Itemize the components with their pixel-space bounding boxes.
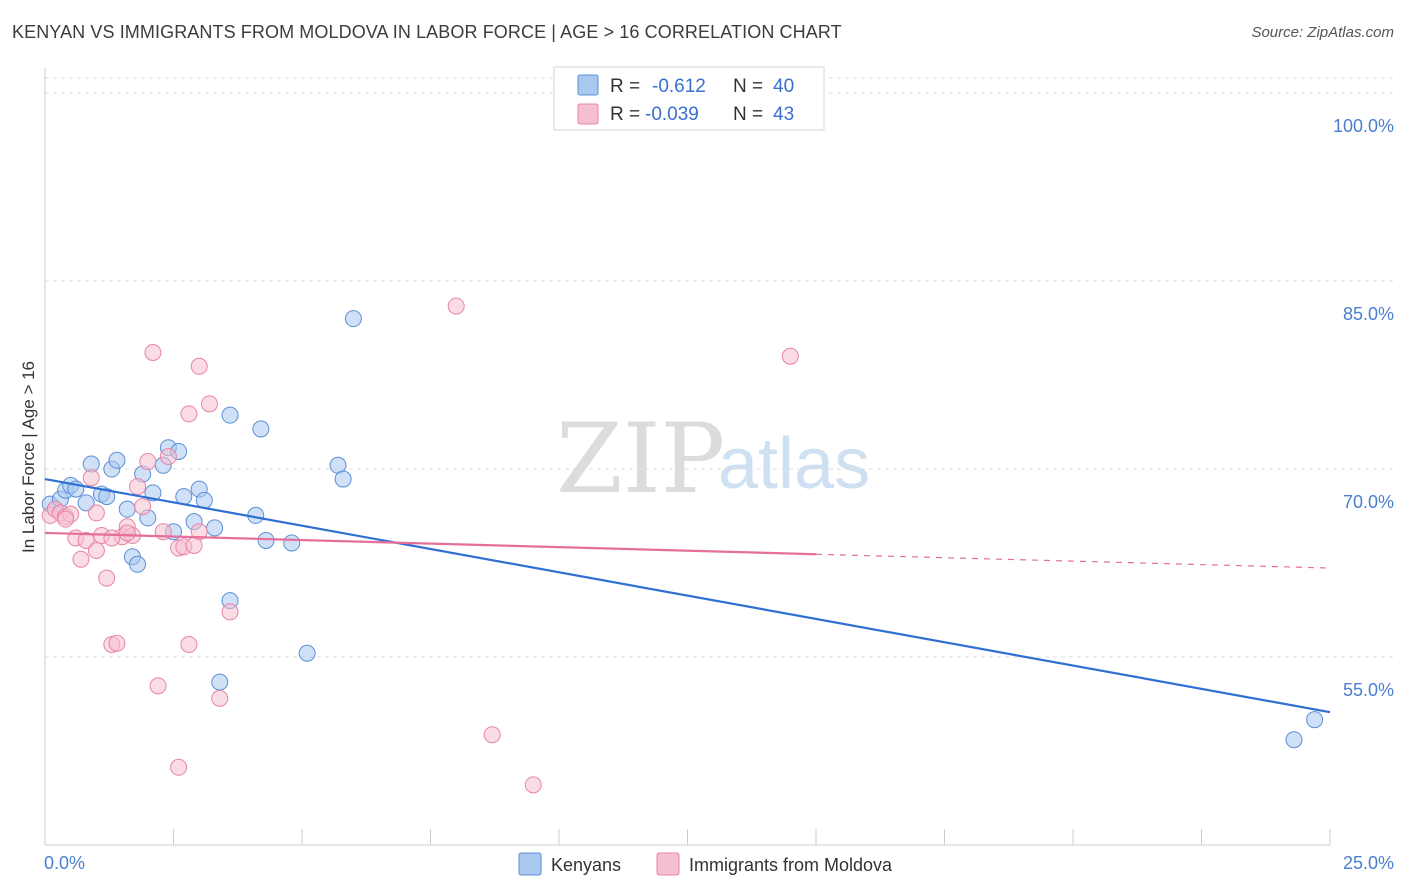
y-tick-label: 70.0% <box>1343 492 1394 512</box>
moldova-point <box>170 758 188 776</box>
gridlines <box>45 77 1394 658</box>
moldova-point <box>57 510 75 528</box>
trend-lines <box>44 477 1331 714</box>
x-tick-label-max: 25.0% <box>1343 853 1394 873</box>
moldova-point <box>87 541 105 559</box>
legend-n-label-2: N = <box>733 104 763 125</box>
moldova-point <box>221 603 239 621</box>
kenyans-point <box>129 555 147 573</box>
moldova-point <box>129 478 147 496</box>
kenyans-point <box>257 531 275 549</box>
moldova-point <box>82 469 100 487</box>
x-tick-label-min: 0.0% <box>44 853 85 873</box>
kenyans-point <box>221 406 239 424</box>
moldova-point <box>185 536 203 554</box>
kenyans-point <box>211 673 229 691</box>
kenyans-point <box>344 310 362 328</box>
moldova-point <box>447 297 465 315</box>
legend-r-value-1: -0.612 <box>652 76 706 97</box>
moldova-point <box>139 453 157 471</box>
kenyans-point <box>77 494 95 512</box>
legend-swatch-kenyans <box>577 74 599 96</box>
watermark-zip: ZIP <box>556 403 725 515</box>
series-swatch-kenyans <box>518 852 542 876</box>
moldova-point <box>524 776 542 794</box>
legend-r-label-2: R = <box>610 104 640 125</box>
moldova-point <box>211 689 229 707</box>
chart-title: KENYAN VS IMMIGRANTS FROM MOLDOVA IN LAB… <box>12 22 842 42</box>
watermark: ZIP atlas <box>556 403 870 515</box>
moldova-point <box>134 498 152 516</box>
data-points <box>41 297 1324 794</box>
y-tick-labels: 55.0% 70.0% 85.0% 100.0% <box>1333 116 1394 700</box>
x-tick-marks <box>173 829 1331 845</box>
moldova-point <box>180 635 198 653</box>
legend-swatch-moldova <box>577 103 599 125</box>
moldova-point <box>144 343 162 361</box>
legend-n-value-1: 40 <box>773 76 794 97</box>
series-label-kenyans: Kenyans <box>551 855 621 875</box>
kenyans-point <box>98 488 116 506</box>
legend-n-label-1: N = <box>733 76 763 97</box>
moldova-point <box>118 524 136 542</box>
y-tick-label: 55.0% <box>1343 680 1394 700</box>
stats-legend-box <box>553 66 825 131</box>
legend-n-value-2: 43 <box>773 104 794 125</box>
kenyans-point <box>298 644 316 662</box>
kenyans-point <box>283 534 301 552</box>
moldova-point <box>190 357 208 375</box>
moldova-trend-line-extension <box>815 553 1331 569</box>
moldova-point <box>72 550 90 568</box>
kenyans-point <box>108 451 126 469</box>
stats-legend: R = -0.612 N = 40 R = -0.039 N = 43 <box>553 66 825 131</box>
kenyans-point <box>334 470 352 488</box>
moldova-point <box>149 677 167 695</box>
legend-r-value-2: -0.039 <box>645 104 699 125</box>
moldova-point <box>483 726 501 744</box>
moldova-point <box>781 347 799 365</box>
kenyans-point <box>252 420 270 438</box>
kenyans-point <box>118 500 136 518</box>
kenyans-point <box>206 519 224 537</box>
y-tick-label: 100.0% <box>1333 116 1394 136</box>
moldova-trend-line <box>44 531 817 556</box>
series-legend: Kenyans Immigrants from Moldova <box>518 852 893 876</box>
moldova-point <box>77 531 95 549</box>
moldova-point <box>98 569 116 587</box>
y-axis-title: In Labor Force | Age > 16 <box>19 361 38 553</box>
source-credit: Source: ZipAtlas.com <box>1251 24 1394 41</box>
watermark-atlas: atlas <box>718 424 870 504</box>
moldova-point <box>108 634 126 652</box>
moldova-point <box>180 405 198 423</box>
y-tick-label: 85.0% <box>1343 304 1394 324</box>
legend-r-label-1: R = <box>610 76 640 97</box>
series-label-moldova: Immigrants from Moldova <box>689 855 893 875</box>
kenyans-trend-line <box>44 477 1331 714</box>
moldova-point <box>200 395 218 413</box>
moldova-point <box>103 529 121 547</box>
kenyans-point <box>1306 711 1324 729</box>
moldova-point <box>159 448 177 465</box>
moldova-point <box>87 504 105 522</box>
kenyans-point <box>1285 731 1303 749</box>
series-swatch-moldova <box>656 852 680 876</box>
